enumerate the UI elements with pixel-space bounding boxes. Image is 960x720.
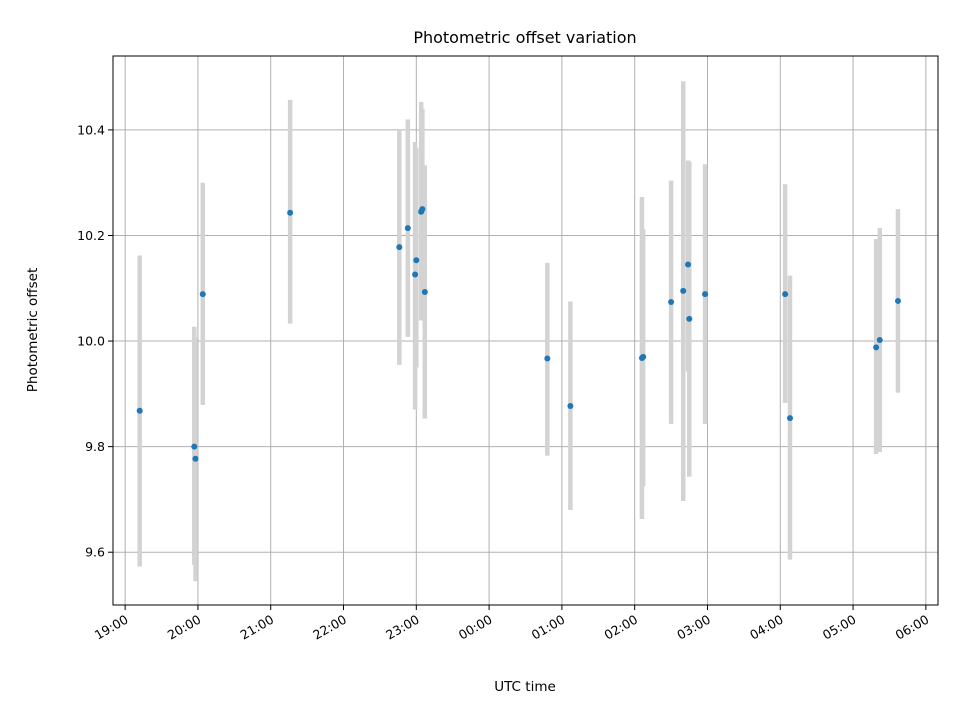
data-point (136, 407, 143, 414)
error-bars (137, 81, 901, 582)
data-point (192, 455, 199, 462)
data-point (685, 261, 692, 268)
y-tick-label: 9.6 (85, 545, 105, 560)
data-point (567, 402, 574, 409)
y-tick-label: 10.0 (77, 334, 105, 349)
y-axis-label: Photometric offset (25, 268, 41, 392)
chart-title: Photometric offset variation (413, 28, 636, 47)
data-point (287, 209, 294, 216)
data-point (412, 271, 419, 278)
data-point (404, 225, 411, 232)
data-point (421, 288, 428, 295)
data-point (668, 298, 675, 305)
data-point (544, 355, 551, 362)
x-tick-label: 06:00 (893, 612, 932, 643)
data-point (191, 443, 198, 450)
x-tick-label: 00:00 (456, 612, 495, 643)
plot-area-frame (112, 55, 939, 606)
data-points (136, 206, 901, 462)
y-tick-label: 9.8 (85, 439, 105, 454)
data-point (702, 291, 709, 298)
x-tick-label: 05:00 (820, 612, 859, 643)
data-point (640, 353, 647, 360)
data-point (680, 287, 687, 294)
x-axis-label: UTC time (494, 679, 556, 695)
data-point (786, 415, 793, 422)
x-tick-label: 02:00 (601, 612, 640, 643)
x-tick-label: 20:00 (165, 612, 204, 643)
data-point (396, 244, 403, 251)
x-tick-label: 23:00 (383, 612, 422, 643)
x-tick-label: 22:00 (310, 612, 349, 643)
y-axis-ticks: 9.6 9.8 10.0 10.2 10.4 (77, 122, 113, 560)
x-tick-label: 03:00 (674, 612, 713, 643)
data-point (199, 291, 206, 298)
data-point (782, 291, 789, 298)
data-point (873, 344, 880, 351)
x-tick-label: 04:00 (747, 612, 786, 643)
x-tick-label: 01:00 (529, 612, 568, 643)
data-point (876, 337, 883, 344)
y-tick-label: 10.4 (77, 122, 105, 137)
x-tick-label: 21:00 (238, 612, 277, 643)
data-point (413, 257, 420, 264)
data-point (419, 206, 426, 213)
x-axis-ticks: 19:00 20:00 21:00 22:00 23:00 00:00 01:00 02:00… (92, 605, 931, 643)
grid-lines (113, 56, 938, 605)
x-tick-label: 19:00 (92, 612, 131, 643)
data-point (894, 297, 901, 304)
y-tick-label: 10.2 (77, 228, 105, 243)
data-point (686, 315, 693, 322)
